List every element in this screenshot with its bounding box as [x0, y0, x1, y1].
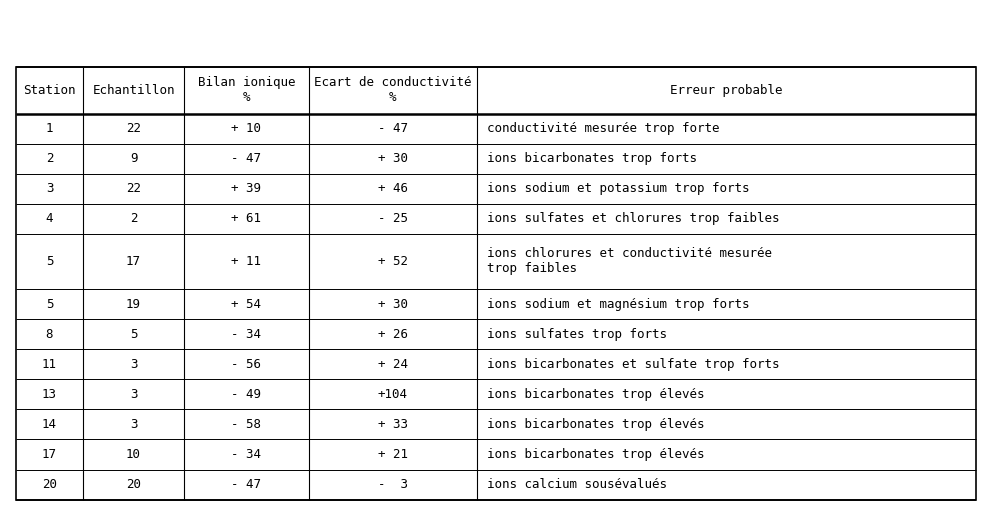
Text: + 61: + 61: [231, 212, 261, 225]
Text: 5: 5: [130, 328, 137, 341]
Text: 22: 22: [126, 182, 141, 195]
Text: + 30: + 30: [378, 152, 408, 165]
Text: 14: 14: [42, 418, 57, 431]
Text: 20: 20: [126, 478, 141, 491]
Text: + 52: + 52: [378, 255, 408, 268]
Text: Erreur probable: Erreur probable: [671, 84, 783, 97]
Text: - 34: - 34: [231, 448, 261, 461]
Text: 5: 5: [46, 255, 54, 268]
Text: 2: 2: [46, 152, 54, 165]
Text: ions bicarbonates trop forts: ions bicarbonates trop forts: [487, 152, 696, 165]
Text: 3: 3: [130, 358, 137, 371]
Text: 3: 3: [46, 182, 54, 195]
Text: ions sodium et magnésium trop forts: ions sodium et magnésium trop forts: [487, 298, 749, 311]
Text: + 30: + 30: [378, 298, 408, 311]
Text: 3: 3: [130, 418, 137, 431]
Text: ions sodium et potassium trop forts: ions sodium et potassium trop forts: [487, 182, 749, 195]
Text: - 56: - 56: [231, 358, 261, 371]
Text: ions sulfates trop forts: ions sulfates trop forts: [487, 328, 667, 341]
Text: Bilan ionique
%: Bilan ionique %: [197, 76, 295, 104]
Text: + 46: + 46: [378, 182, 408, 195]
Text: - 47: - 47: [378, 122, 408, 135]
Text: 17: 17: [126, 255, 141, 268]
Text: - 49: - 49: [231, 388, 261, 401]
Text: +104: +104: [378, 388, 408, 401]
Text: + 33: + 33: [378, 418, 408, 431]
Text: 9: 9: [130, 152, 137, 165]
Text: ions calcium sousévalués: ions calcium sousévalués: [487, 478, 667, 491]
Text: 19: 19: [126, 298, 141, 311]
Text: - 47: - 47: [231, 478, 261, 491]
Text: - 25: - 25: [378, 212, 408, 225]
Text: -  3: - 3: [378, 478, 408, 491]
Text: 5: 5: [46, 298, 54, 311]
Text: Ecart de conductivité
%: Ecart de conductivité %: [314, 76, 471, 104]
Text: ions chlorures et conductivité mesurée
trop faibles: ions chlorures et conductivité mesurée t…: [487, 248, 772, 276]
Text: - 58: - 58: [231, 418, 261, 431]
Text: + 10: + 10: [231, 122, 261, 135]
Text: 3: 3: [130, 388, 137, 401]
Text: 20: 20: [42, 478, 57, 491]
Text: Echantillon: Echantillon: [92, 84, 175, 97]
Text: - 34: - 34: [231, 328, 261, 341]
Text: ions bicarbonates trop élevés: ions bicarbonates trop élevés: [487, 448, 704, 461]
Text: 8: 8: [46, 328, 54, 341]
Text: + 54: + 54: [231, 298, 261, 311]
Text: 11: 11: [42, 358, 57, 371]
Text: conductivité mesurée trop forte: conductivité mesurée trop forte: [487, 122, 719, 135]
Text: 4: 4: [46, 212, 54, 225]
Text: + 26: + 26: [378, 328, 408, 341]
Text: + 21: + 21: [378, 448, 408, 461]
Text: Station: Station: [23, 84, 75, 97]
Text: + 11: + 11: [231, 255, 261, 268]
Text: - 47: - 47: [231, 152, 261, 165]
Text: ions bicarbonates et sulfate trop forts: ions bicarbonates et sulfate trop forts: [487, 358, 779, 371]
Bar: [16, 67, 976, 500]
Text: 1: 1: [46, 122, 54, 135]
Text: + 39: + 39: [231, 182, 261, 195]
Text: 17: 17: [42, 448, 57, 461]
Text: 13: 13: [42, 388, 57, 401]
Text: + 24: + 24: [378, 358, 408, 371]
Text: ions bicarbonates trop élevés: ions bicarbonates trop élevés: [487, 388, 704, 401]
Text: 10: 10: [126, 448, 141, 461]
Text: ions sulfates et chlorures trop faibles: ions sulfates et chlorures trop faibles: [487, 212, 779, 225]
Text: 2: 2: [130, 212, 137, 225]
Text: 22: 22: [126, 122, 141, 135]
Text: ions bicarbonates trop élevés: ions bicarbonates trop élevés: [487, 418, 704, 431]
